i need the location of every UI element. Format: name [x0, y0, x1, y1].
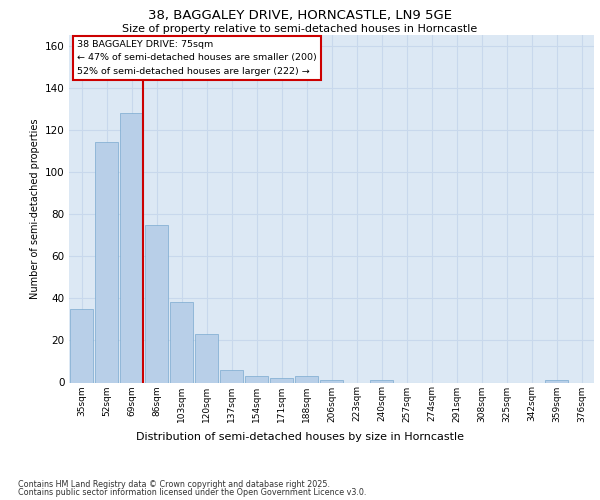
- Text: Size of property relative to semi-detached houses in Horncastle: Size of property relative to semi-detach…: [122, 24, 478, 34]
- Bar: [320, 380, 343, 382]
- Bar: [95, 142, 118, 382]
- Bar: [195, 334, 218, 382]
- Bar: [70, 309, 93, 382]
- Bar: [170, 302, 193, 382]
- Bar: [120, 113, 143, 382]
- Text: Contains public sector information licensed under the Open Government Licence v3: Contains public sector information licen…: [18, 488, 367, 497]
- Bar: [370, 380, 393, 382]
- Bar: [545, 380, 568, 382]
- Text: 38 BAGGALEY DRIVE: 75sqm
← 47% of semi-detached houses are smaller (200)
52% of : 38 BAGGALEY DRIVE: 75sqm ← 47% of semi-d…: [77, 40, 317, 76]
- Bar: [145, 224, 168, 382]
- Bar: [295, 376, 318, 382]
- Bar: [220, 370, 243, 382]
- Bar: [245, 376, 268, 382]
- Text: Distribution of semi-detached houses by size in Horncastle: Distribution of semi-detached houses by …: [136, 432, 464, 442]
- Y-axis label: Number of semi-detached properties: Number of semi-detached properties: [29, 118, 40, 299]
- Text: 38, BAGGALEY DRIVE, HORNCASTLE, LN9 5GE: 38, BAGGALEY DRIVE, HORNCASTLE, LN9 5GE: [148, 9, 452, 22]
- Bar: [270, 378, 293, 382]
- Text: Contains HM Land Registry data © Crown copyright and database right 2025.: Contains HM Land Registry data © Crown c…: [18, 480, 330, 489]
